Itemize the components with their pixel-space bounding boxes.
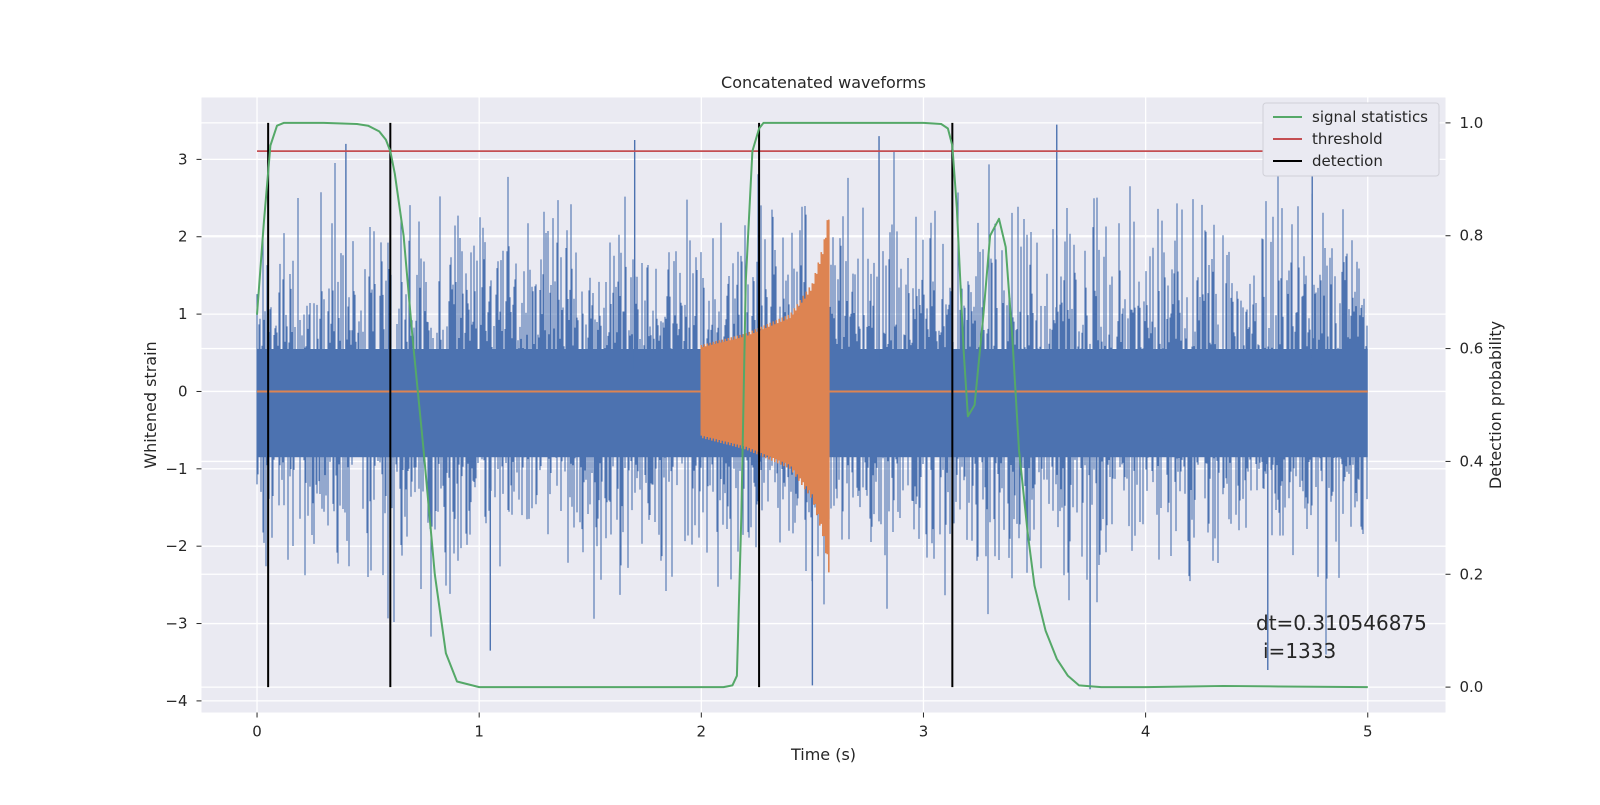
chart-title: Concatenated waveforms [721, 73, 926, 92]
tick-labels: 0 1 2 3 4 5 3 2 1 0 −1 −2 −3 −4 1.0 0.8 0.6 0.4 0.2 0.0 [165, 114, 1483, 741]
y-tick-label-left: −3 [165, 615, 187, 633]
legend-label-signal-statistics: signal statistics [1312, 108, 1428, 126]
x-tick-label: 2 [697, 723, 707, 741]
x-tick-label: 5 [1363, 723, 1373, 741]
y-tick-label-left: 2 [178, 228, 188, 246]
y-tick-label-left: −2 [165, 537, 187, 555]
legend-box [1262, 102, 1440, 177]
y-tick-label-right: 0.8 [1460, 227, 1484, 245]
legend: signal statistics threshold detection [1262, 102, 1440, 177]
y-tick-label-left: 1 [178, 305, 188, 323]
probability-series [256, 121, 1390, 689]
y-tick-label-right: 0.4 [1460, 452, 1484, 470]
annotation-dt: dt=0.310546875 [1256, 611, 1427, 635]
signal-statistics-line [256, 121, 1368, 689]
y-tick-label-right: 0.0 [1460, 678, 1484, 696]
y-axis-label-left: Whitened strain [141, 341, 160, 468]
y-tick-label-right: 0.6 [1460, 340, 1484, 358]
x-axis-label: Time (s) [790, 745, 856, 764]
x-tick-label: 3 [919, 723, 929, 741]
y-tick-label-left: −4 [165, 692, 187, 710]
x-tick-label: 0 [252, 723, 262, 741]
y-axis-label-right: Detection probability [1486, 321, 1505, 489]
x-tick-label: 1 [474, 723, 484, 741]
legend-label-threshold: threshold [1312, 130, 1383, 148]
y-tick-label-right: 0.2 [1460, 565, 1484, 583]
annotation-index: i=1333 [1263, 639, 1336, 663]
x-tick-label: 4 [1141, 723, 1151, 741]
y-tick-label-left: −1 [165, 460, 187, 478]
y-tick-label-left: 0 [178, 382, 188, 400]
y-tick-label-right: 1.0 [1460, 114, 1484, 132]
y-tick-label-left: 3 [178, 150, 188, 168]
legend-label-detection: detection [1312, 152, 1383, 170]
